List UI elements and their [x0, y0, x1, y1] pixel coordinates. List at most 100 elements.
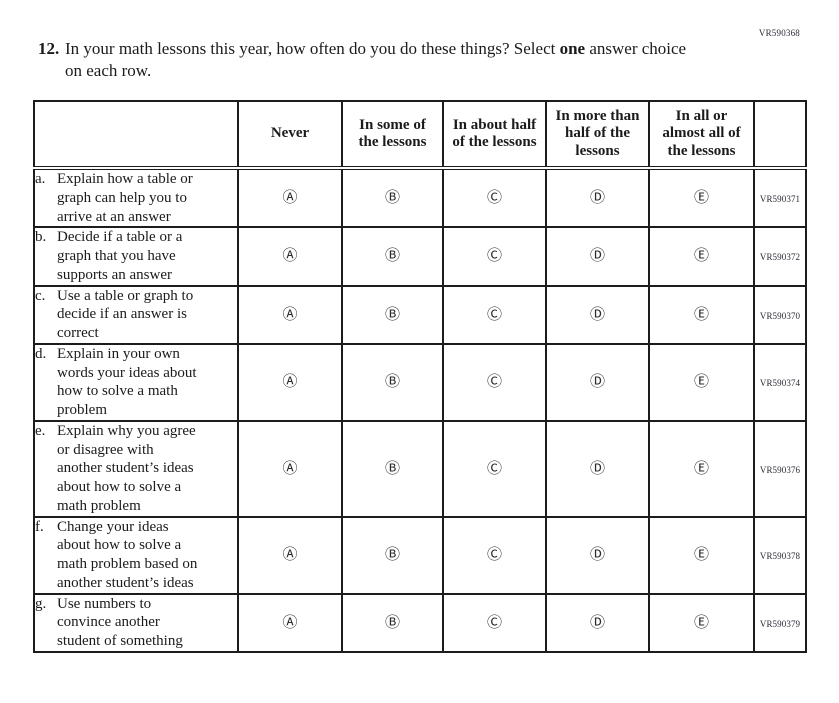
question-text-after: answer choice on each row.: [65, 39, 687, 80]
header-more-than-half: In more than half of the lessons: [545, 100, 650, 170]
answer-cell: Ⓑ: [341, 515, 444, 595]
answer-bubble-b[interactable]: Ⓑ: [384, 188, 400, 207]
answer-bubble-c[interactable]: Ⓒ: [486, 246, 502, 265]
answer-cell: Ⓑ: [341, 284, 444, 345]
row-code-cell: VR590374: [753, 342, 807, 422]
header-never: Never: [237, 100, 343, 170]
row-label-cell: f. Change your ideas about how to solve a…: [33, 515, 239, 595]
answer-cell: Ⓔ: [648, 166, 755, 229]
answer-bubble-e[interactable]: Ⓔ: [693, 545, 709, 563]
answer-cell: Ⓓ: [545, 419, 650, 518]
answer-bubble-d[interactable]: Ⓓ: [589, 188, 605, 207]
answer-cell: Ⓒ: [442, 342, 547, 422]
header-empty-code: [753, 100, 807, 170]
row-letter: f.: [35, 518, 44, 535]
answer-bubble-e[interactable]: Ⓔ: [693, 458, 709, 477]
frequency-matrix-table: Never In some of the lessons In about ha…: [33, 100, 807, 653]
header-about-half: In about half of the lessons: [442, 100, 547, 170]
row-label-cell: c. Use a table or graph to decide if an a…: [33, 284, 239, 345]
answer-bubble-d[interactable]: Ⓓ: [589, 372, 605, 391]
answer-cell: Ⓒ: [442, 515, 547, 595]
answer-bubble-e[interactable]: Ⓔ: [693, 188, 709, 207]
row-label: Use a table or graph to decide if an ans…: [57, 287, 194, 342]
answer-cell: Ⓒ: [442, 226, 547, 287]
answer-bubble-a[interactable]: Ⓐ: [282, 458, 298, 477]
header-some-lessons: In some of the lessons: [341, 100, 444, 170]
row-code-cell: VR590378: [753, 515, 807, 595]
row-code-cell: VR590371: [753, 166, 807, 229]
question-text-before: In your math lessons this year, how ofte…: [65, 39, 560, 58]
answer-cell: Ⓐ: [237, 419, 343, 518]
question-number: 12.: [38, 39, 60, 58]
answer-bubble-a[interactable]: Ⓐ: [282, 372, 298, 391]
table-row: c. Use a table or graph to decide if an a…: [33, 284, 807, 345]
answer-bubble-a[interactable]: Ⓐ: [282, 246, 298, 265]
answer-bubble-a[interactable]: Ⓐ: [282, 612, 298, 631]
row-label: Explain how a table or graph can help yo…: [57, 171, 193, 225]
answer-cell: Ⓐ: [237, 342, 343, 422]
answer-cell: Ⓐ: [237, 592, 343, 653]
row-code: VR590374: [759, 378, 801, 389]
row-label: Change your ideas about how to solve a m…: [57, 518, 198, 591]
answer-bubble-a[interactable]: Ⓐ: [282, 188, 298, 207]
answer-bubble-b[interactable]: Ⓑ: [384, 545, 400, 563]
answer-bubble-b[interactable]: Ⓑ: [384, 246, 400, 265]
answer-cell: Ⓔ: [648, 515, 755, 595]
table-row: f. Change your ideas about how to solve a…: [33, 515, 807, 595]
answer-bubble-e[interactable]: Ⓔ: [693, 612, 709, 631]
answer-bubble-b[interactable]: Ⓑ: [384, 612, 400, 631]
answer-bubble-e[interactable]: Ⓔ: [693, 304, 709, 323]
answer-bubble-c[interactable]: Ⓒ: [486, 612, 502, 631]
answer-bubble-e[interactable]: Ⓔ: [693, 372, 709, 391]
answer-cell: Ⓒ: [442, 419, 547, 518]
answer-cell: Ⓐ: [237, 226, 343, 287]
answer-cell: Ⓒ: [442, 284, 547, 345]
answer-bubble-c[interactable]: Ⓒ: [486, 304, 502, 323]
row-label-cell: b. Decide if a table or a graph that you …: [33, 226, 239, 287]
row-code: VR590370: [759, 310, 801, 321]
row-code-cell: VR590372: [753, 226, 807, 287]
answer-cell: Ⓑ: [341, 342, 444, 422]
answer-bubble-d[interactable]: Ⓓ: [589, 545, 605, 563]
answer-cell: Ⓑ: [341, 226, 444, 287]
answer-bubble-a[interactable]: Ⓐ: [282, 304, 298, 323]
answer-bubble-d[interactable]: Ⓓ: [589, 612, 605, 631]
answer-cell: Ⓐ: [237, 166, 343, 229]
row-letter: d.: [35, 345, 47, 362]
answer-bubble-c[interactable]: Ⓒ: [486, 545, 502, 563]
row-label-cell: d. Explain in your own words your ideas a…: [33, 342, 239, 422]
answer-cell: Ⓑ: [341, 166, 444, 229]
answer-bubble-b[interactable]: Ⓑ: [384, 458, 400, 477]
row-code: VR590371: [759, 194, 801, 205]
answer-bubble-d[interactable]: Ⓓ: [589, 246, 605, 265]
row-label: Decide if a table or a graph that you ha…: [57, 229, 183, 283]
row-code-cell: VR590376: [753, 419, 807, 518]
answer-cell: Ⓓ: [545, 342, 650, 422]
answer-cell: Ⓓ: [545, 515, 650, 595]
answer-bubble-e[interactable]: Ⓔ: [693, 246, 709, 265]
row-code: VR590379: [759, 618, 801, 629]
row-label-cell: e. Explain why you agree or disagree with…: [33, 419, 239, 518]
table-row: b. Decide if a table or a graph that you …: [33, 226, 807, 287]
answer-bubble-b[interactable]: Ⓑ: [384, 304, 400, 323]
answer-bubble-d[interactable]: Ⓓ: [589, 458, 605, 477]
row-code-cell: VR590370: [753, 284, 807, 345]
answer-cell: Ⓐ: [237, 515, 343, 595]
answer-bubble-d[interactable]: Ⓓ: [589, 304, 605, 323]
answer-bubble-b[interactable]: Ⓑ: [384, 372, 400, 391]
answer-cell: Ⓑ: [341, 592, 444, 653]
row-label: Use numbers to convince another student …: [57, 595, 183, 650]
answer-bubble-c[interactable]: Ⓒ: [486, 372, 502, 391]
answer-bubble-a[interactable]: Ⓐ: [282, 545, 298, 563]
table-row: e. Explain why you agree or disagree with…: [33, 419, 807, 518]
answer-bubble-c[interactable]: Ⓒ: [486, 188, 502, 207]
table-row: g. Use numbers to convince another studen…: [33, 592, 807, 653]
table-row: a. Explain how a table or graph can help …: [33, 166, 807, 229]
answer-cell: Ⓔ: [648, 419, 755, 518]
answer-cell: Ⓔ: [648, 226, 755, 287]
answer-cell: Ⓐ: [237, 284, 343, 345]
answer-bubble-c[interactable]: Ⓒ: [486, 458, 502, 477]
row-code: VR590372: [759, 252, 801, 263]
answer-cell: Ⓔ: [648, 592, 755, 653]
question-block: 12. In your math lessons this year, how …: [38, 38, 718, 82]
